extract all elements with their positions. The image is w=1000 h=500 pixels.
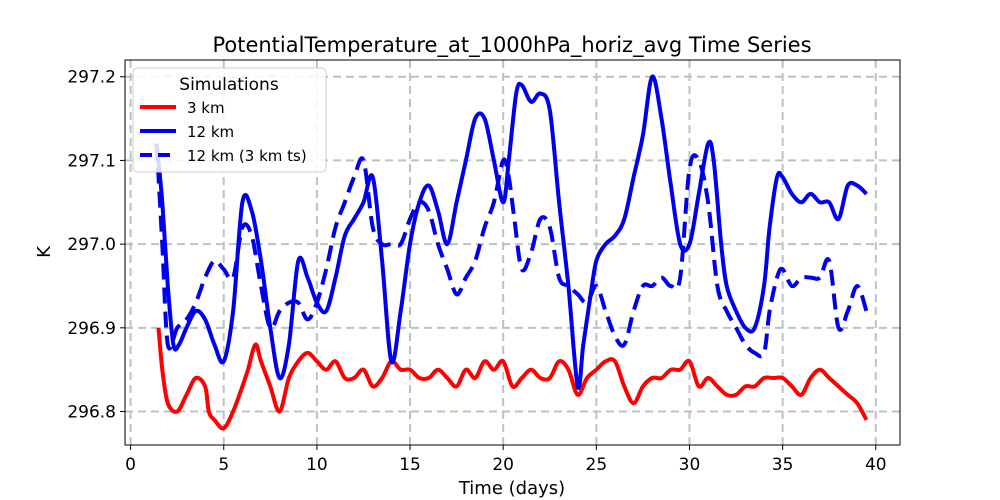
y-tick-label: 297.1 (67, 151, 116, 171)
legend-label-3km: 3 km (187, 99, 225, 117)
y-axis: 296.8 296.9 297.0 297.1 297.2 (67, 68, 125, 423)
x-tick-label: 35 (772, 455, 794, 475)
y-tick-label: 297.2 (67, 68, 116, 88)
plot-frame (124, 59, 901, 446)
legend: Simulations 3 km 12 km 12 km (3 km ts) (132, 67, 327, 173)
legend-box (132, 67, 327, 173)
y-tick-label: 297.0 (67, 235, 116, 255)
y-axis-label: K (34, 245, 55, 258)
x-tick-label: 20 (492, 455, 514, 475)
x-tick-label: 40 (865, 455, 887, 475)
series-layer (154, 74, 869, 431)
x-tick-label: 10 (306, 455, 328, 475)
y-tick-label: 296.9 (67, 319, 116, 339)
x-tick-label: 5 (218, 455, 229, 475)
x-tick-label: 0 (125, 455, 136, 475)
x-tick-label: 25 (586, 455, 608, 475)
x-tick-label: 15 (399, 455, 421, 475)
series-line-0 (156, 327, 869, 431)
legend-label-12km-3km-ts: 12 km (3 km ts) (187, 147, 307, 165)
x-tick-label: 30 (679, 455, 701, 475)
legend-label-12km: 12 km (187, 123, 234, 141)
series-line-1 (154, 74, 868, 391)
series-line-2 (154, 143, 869, 359)
chart-title: PotentialTemperature_at_1000hPa_horiz_av… (212, 33, 811, 58)
x-axis-label: Time (days) (458, 478, 565, 499)
y-tick-label: 296.8 (67, 403, 116, 423)
legend-title: Simulations (179, 75, 279, 95)
x-axis: 0 5 10 15 20 25 30 35 40 (125, 445, 887, 475)
